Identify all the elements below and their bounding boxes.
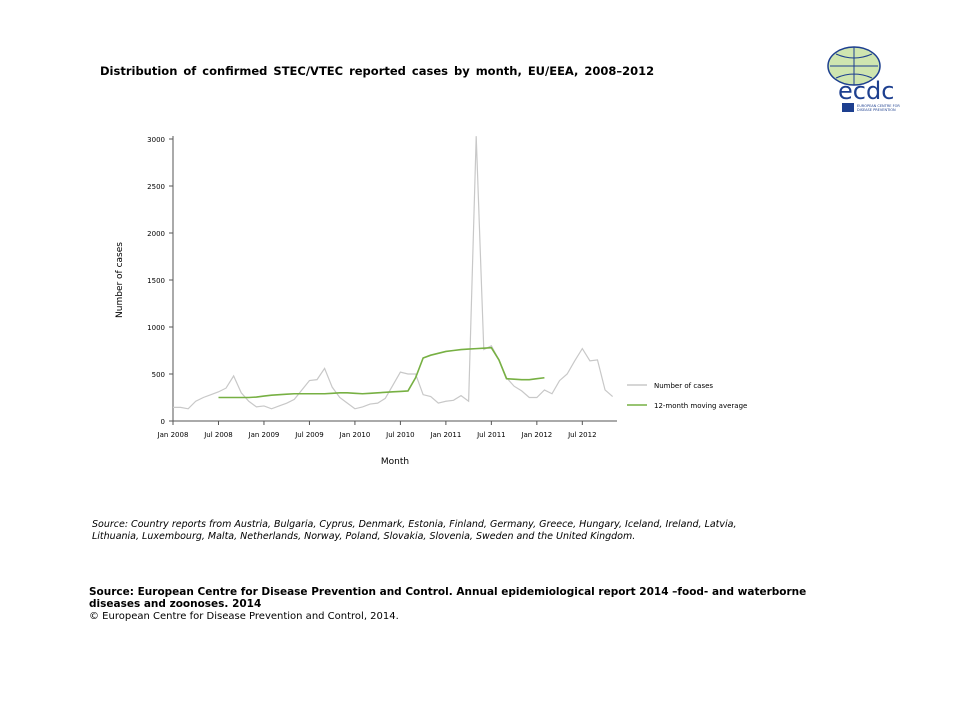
source-note: Source: Country reports from Austria, Bu… [92, 519, 737, 542]
x-tick-label: Jan 2008 [157, 431, 189, 439]
x-tick-label: Jul 2012 [567, 431, 597, 439]
x-tick-label: Jul 2010 [385, 431, 415, 439]
y-tick-label: 1500 [147, 277, 165, 285]
svg-text:ecdc: ecdc [838, 77, 894, 105]
x-tick-label: Jul 2011 [476, 431, 506, 439]
y-tick-label: 500 [152, 371, 165, 379]
copyright: © European Centre for Disease Prevention… [89, 611, 399, 622]
y-tick-label: 3000 [147, 136, 165, 144]
chart-title: Distribution of confirmed STEC/VTEC repo… [100, 64, 655, 78]
x-tick-label: Jan 2010 [338, 431, 370, 439]
x-tick-label: Jan 2009 [248, 431, 280, 439]
series-line [218, 346, 545, 399]
source-citation: Source: European Centre for Disease Prev… [89, 586, 807, 610]
x-axis-label: Month [381, 457, 409, 467]
ecdc-logo: ecdc EUROPEAN CENTRE FOR DISEASE PREVENT… [827, 46, 900, 112]
line-chart: 0 500 1000 1500 2000 2500 3000 Jan 2008 Jul 2008… [115, 136, 747, 467]
series-line [173, 136, 614, 410]
x-tick-label: Jul 2009 [294, 431, 324, 439]
legend-label: 12-month moving average [654, 402, 747, 410]
legend-label: Number of cases [654, 382, 713, 390]
x-tick-label: Jan 2012 [520, 431, 552, 439]
y-tick-label: 2500 [147, 183, 165, 191]
y-tick-label: 1000 [147, 324, 165, 332]
y-tick-label: 2000 [147, 230, 165, 238]
y-tick-label: 0 [161, 418, 165, 426]
x-tick-label: Jan 2011 [429, 431, 461, 439]
svg-text:DISEASE PREVENTION: DISEASE PREVENTION [857, 108, 896, 112]
x-tick-label: Jul 2008 [203, 431, 233, 439]
y-axis-label: Number of cases [115, 242, 125, 318]
svg-text:EUROPEAN CENTRE FOR: EUROPEAN CENTRE FOR [857, 104, 900, 108]
